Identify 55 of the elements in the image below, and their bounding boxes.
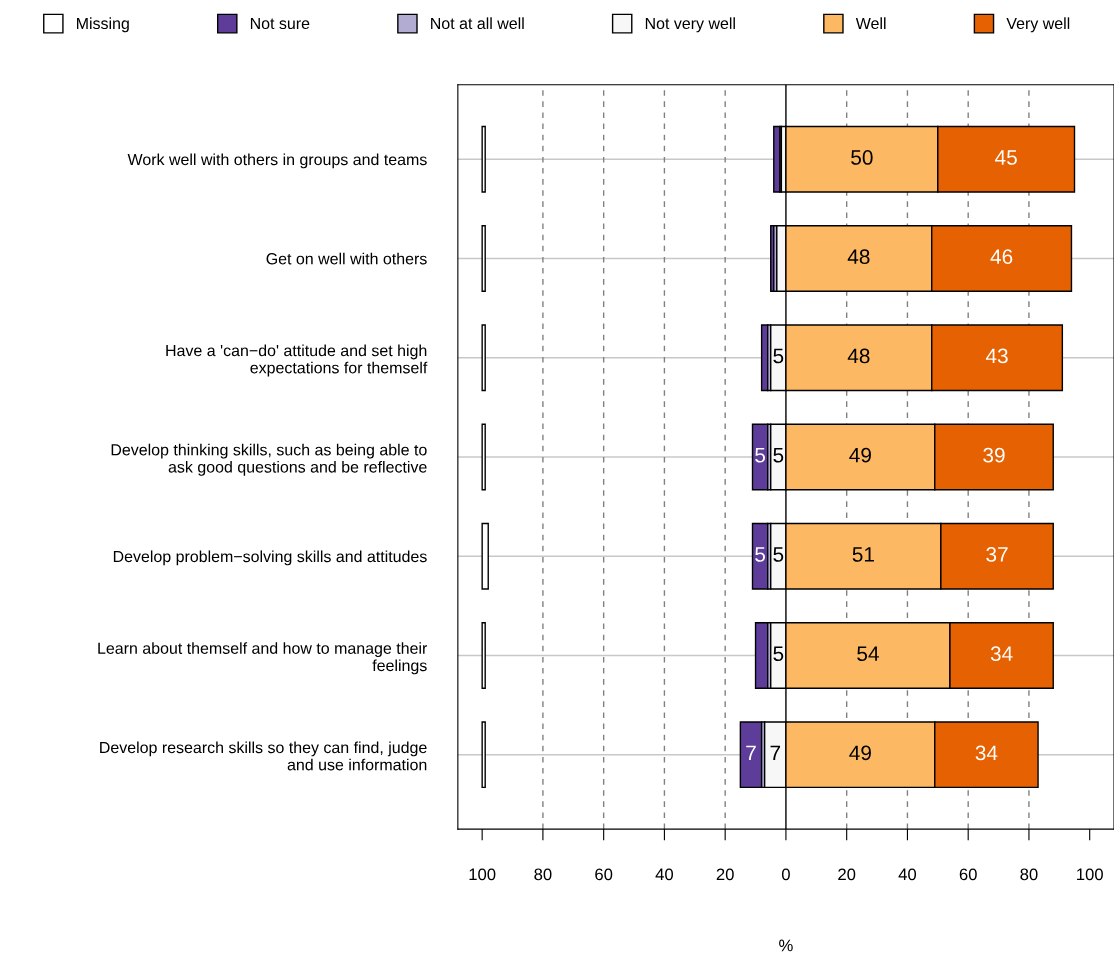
x-tick-label: 0 — [781, 868, 790, 881]
bar — [481, 621, 486, 689]
x-tick-label: 100 — [469, 868, 496, 881]
legend-label: Not sure — [250, 17, 310, 30]
data-label: 50 — [851, 150, 873, 165]
legend-label: Very well — [1006, 17, 1070, 33]
data-label: 49 — [849, 745, 871, 761]
bar — [481, 721, 486, 789]
data-label: 45 — [995, 150, 1017, 165]
x-tick-label: 100 — [1077, 868, 1103, 881]
y-tick-label: Develop thinking skills, such as being able to ask good questions and be reflective — [111, 443, 427, 476]
data-label: 5 — [773, 646, 784, 662]
bar — [481, 225, 486, 292]
x-tick-label: 40 — [898, 868, 917, 881]
y-tick-label: Develop research skills so they can find, judge and use information — [100, 741, 427, 771]
data-label: 37 — [986, 547, 1008, 562]
y-tick-label: Learn about themself and how to manage their feelings — [98, 642, 428, 675]
x-tick-label: 20 — [838, 868, 856, 881]
data-label: 48 — [847, 348, 870, 364]
data-label: 34 — [990, 646, 1013, 662]
data-label: 54 — [857, 646, 879, 662]
x-tick-label: 80 — [1020, 868, 1038, 881]
bar — [481, 423, 486, 491]
y-tick-label: Have a 'can−do' attitude and set high expectations for themself — [166, 344, 428, 377]
bar — [481, 324, 486, 392]
x-tick-label: 40 — [655, 868, 674, 881]
data-label: 49 — [849, 447, 871, 463]
data-label: 34 — [975, 745, 998, 761]
data-label: 7 — [746, 745, 756, 761]
legend-label: Well — [855, 17, 886, 30]
data-label: 5 — [755, 448, 766, 463]
x-tick-label: 60 — [959, 868, 977, 881]
x-tick-label: 80 — [534, 868, 552, 881]
data-label: 39 — [983, 447, 1005, 463]
data-label: 5 — [773, 348, 784, 364]
legend-label: Missing — [77, 17, 129, 33]
y-tick-label: Get on well with others — [266, 252, 427, 265]
x-axis-title: % — [779, 939, 793, 952]
data-label: 48 — [847, 249, 870, 265]
y-tick-label: Work well with others in groups and teams — [127, 153, 427, 169]
x-tick-label: 60 — [595, 868, 613, 881]
data-label: 43 — [985, 348, 1008, 364]
data-label: 5 — [773, 448, 784, 463]
data-label: 5 — [755, 547, 766, 562]
bar — [481, 522, 489, 590]
data-label: 46 — [990, 249, 1013, 265]
data-label: 51 — [852, 547, 874, 562]
legend-label: Not at all well — [431, 17, 524, 30]
data-label: 7 — [770, 745, 781, 761]
bar — [481, 125, 486, 193]
y-tick-label: Develop problem−solving skills and attitudes — [113, 550, 427, 566]
data-label: 5 — [773, 547, 784, 562]
bar — [739, 721, 763, 789]
legend-label: Not very well — [645, 17, 735, 33]
x-tick-label: 20 — [716, 868, 734, 881]
